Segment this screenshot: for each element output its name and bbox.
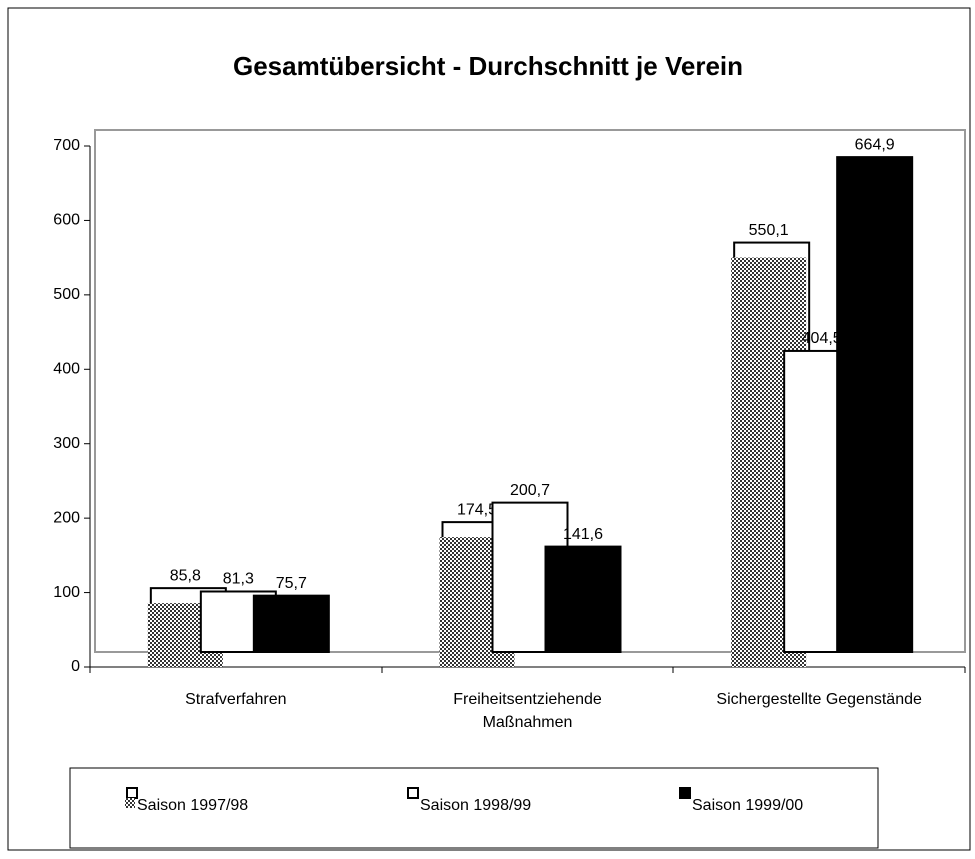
legend-swatch-depth [126, 787, 138, 799]
data-label: 81,3 [223, 571, 254, 588]
x-tick-label: Freiheitsentziehende Maßnahmen [453, 691, 602, 731]
data-label: 664,9 [855, 136, 895, 153]
bar [544, 545, 622, 653]
y-tick-label: 500 [53, 286, 80, 303]
data-label: 550,1 [749, 222, 789, 239]
y-tick-label: 200 [53, 509, 80, 526]
x-tick-label: Sichergestellte Gegenstände [716, 691, 922, 708]
y-tick-label: 600 [53, 212, 80, 229]
chart-border [7, 7, 971, 851]
data-label: 85,8 [170, 567, 201, 584]
y-tick-label: 400 [53, 361, 80, 378]
y-tick-label: 0 [71, 658, 80, 675]
data-label: 200,7 [510, 482, 550, 499]
data-label: 141,6 [563, 526, 603, 543]
legend-label: Saison 1999/00 [692, 797, 803, 814]
data-label: 404,5 [802, 330, 842, 347]
y-tick-label: 100 [53, 584, 80, 601]
chart-title: Gesamtübersicht - Durchschnitt je Verein [233, 51, 743, 81]
bar [252, 594, 330, 654]
y-tick-label: 700 [53, 137, 80, 154]
legend-label: Saison 1997/98 [137, 797, 248, 814]
legend-label: Saison 1998/99 [420, 797, 531, 814]
y-tick-label: 300 [53, 435, 80, 452]
legend-box [69, 767, 879, 849]
legend-swatch [125, 798, 135, 808]
legend-swatch [407, 787, 419, 799]
data-label: 75,7 [276, 575, 307, 592]
bar [836, 156, 914, 654]
data-label: 174,5 [457, 501, 497, 518]
x-tick-label: Strafverfahren [185, 691, 287, 708]
legend-swatch [679, 787, 691, 799]
